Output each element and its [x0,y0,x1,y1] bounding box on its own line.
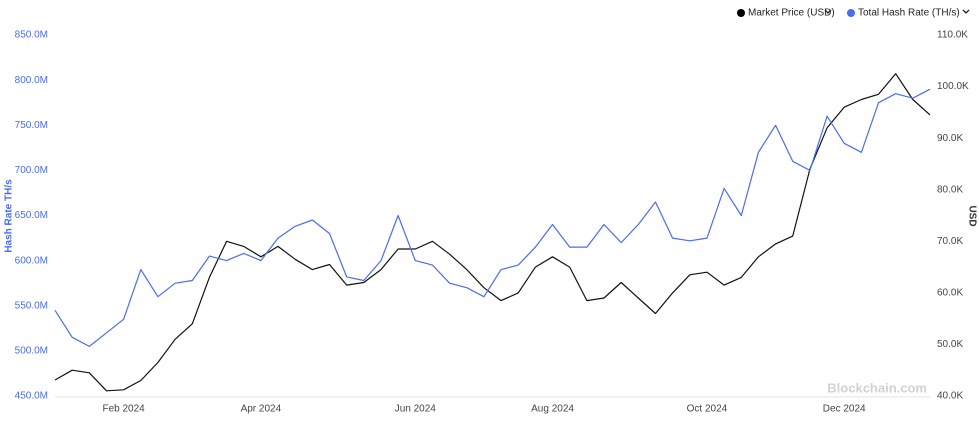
y-tick-label: 600.0M [15,255,48,266]
x-tick-label: Jun 2024 [395,404,437,415]
legend-swatch [737,9,745,17]
legend-chevron[interactable] [962,9,970,14]
y2-tick-label: 90.0K [937,133,963,144]
y-tick-label: 500.0M [15,346,48,357]
legend-label[interactable]: Total Hash Rate (TH/s) [858,8,960,19]
y-tick-label: 650.0M [15,210,48,221]
y2-tick-label: 100.0K [937,81,969,92]
series-line [54,88,931,347]
y2-axis-title: USD [966,205,977,226]
series-line [54,73,931,392]
x-tick-label: Dec 2024 [823,404,866,415]
y-tick-label: 800.0M [15,75,48,86]
y2-tick-label: 40.0K [937,391,963,402]
y2-tick-label: 50.0K [937,339,963,350]
x-tick-label: Feb 2024 [102,404,145,415]
legend-chevron[interactable] [824,9,832,14]
y2-tick-label: 110.0K [937,30,968,41]
legend-label[interactable]: Market Price (USD) [748,8,835,19]
legend-swatch [847,9,855,17]
x-tick-label: Oct 2024 [687,404,728,415]
y-tick-label: 850.0M [15,30,48,41]
watermark: Blockchain.com [827,380,927,395]
y-tick-label: 450.0M [15,391,48,402]
y2-tick-label: 80.0K [937,184,963,195]
x-tick-label: Apr 2024 [241,404,282,415]
y-tick-label: 750.0M [15,120,48,131]
y-tick-label: 550.0M [15,300,48,311]
y2-tick-label: 60.0K [937,287,963,298]
y-tick-label: 700.0M [15,165,48,176]
y2-tick-label: 70.0K [937,236,963,247]
y-axis-title: Hash Rate TH/s [4,179,15,253]
x-tick-label: Aug 2024 [531,404,574,415]
